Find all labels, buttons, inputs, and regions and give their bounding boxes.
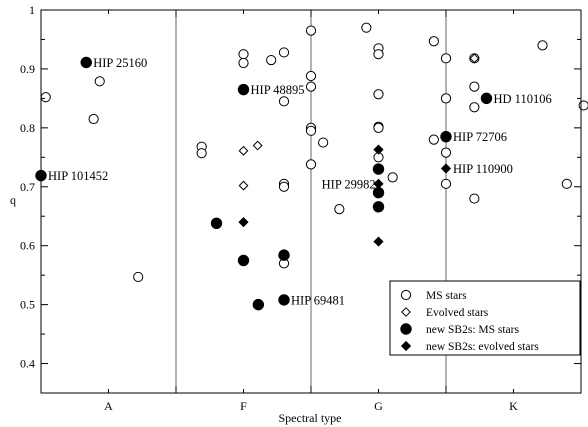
point-s1-21 bbox=[318, 137, 329, 148]
point-label-3-6: HIP 48895 bbox=[251, 83, 305, 97]
point-s1-7 bbox=[238, 49, 249, 60]
point-s3-12 bbox=[440, 130, 452, 143]
y-tick-label-0.8: 0.8 bbox=[20, 121, 35, 135]
point-s1-41 bbox=[469, 102, 480, 113]
point-s1-35 bbox=[428, 134, 439, 145]
y-tick-label-0.9: 0.9 bbox=[20, 62, 35, 76]
point-s1-16 bbox=[305, 70, 317, 82]
y-tick-label-0.4: 0.4 bbox=[20, 357, 35, 371]
point-s3-13 bbox=[480, 92, 493, 105]
point-s1-1 bbox=[40, 92, 51, 103]
x-axis-label: Spectral type bbox=[279, 411, 342, 425]
point-s3-5 bbox=[252, 298, 265, 311]
point-s3-9 bbox=[372, 163, 385, 175]
y-tick-label-0.7: 0.7 bbox=[20, 180, 35, 194]
legend: MS stars Evolved stars new SB2s: MS stars n… bbox=[389, 280, 581, 356]
point-s3-3 bbox=[210, 217, 223, 230]
point-s3-4 bbox=[237, 254, 250, 267]
y-tick-label-0.5: 0.5 bbox=[20, 298, 35, 312]
data-points bbox=[35, 22, 588, 311]
x-tick-label-G: G bbox=[374, 399, 383, 413]
point-s1-23 bbox=[361, 22, 372, 33]
point-s1-10 bbox=[278, 47, 290, 58]
point-s3-11 bbox=[372, 201, 385, 213]
point-s3-2 bbox=[80, 56, 92, 69]
point-s1-8 bbox=[238, 57, 249, 69]
legend-marker-2 bbox=[401, 307, 411, 317]
point-s2-4 bbox=[469, 53, 480, 64]
point-s4-5 bbox=[440, 163, 452, 174]
point-s4-1 bbox=[238, 217, 249, 228]
point-s1-44 bbox=[561, 178, 572, 189]
point-s1-42 bbox=[469, 193, 480, 204]
y-axis-label: q bbox=[10, 193, 16, 207]
point-s1-13 bbox=[278, 181, 290, 192]
legend-marker-1 bbox=[400, 289, 412, 301]
point-s1-25 bbox=[373, 49, 384, 60]
point-s1-20 bbox=[305, 159, 317, 170]
x-tick-label-K: K bbox=[509, 399, 518, 413]
point-label-3-13: HD 110106 bbox=[494, 92, 552, 106]
point-s1-11 bbox=[278, 96, 290, 107]
point-s1-9 bbox=[266, 54, 277, 66]
annotation-1: HIP 29982 bbox=[322, 177, 376, 191]
legend-marker-4 bbox=[400, 340, 412, 352]
point-label-3-12: HIP 72706 bbox=[453, 130, 507, 144]
point-label-3-1: HIP 101452 bbox=[48, 169, 108, 183]
point-s1-31 bbox=[387, 172, 398, 183]
point-s1-32 bbox=[428, 36, 439, 47]
point-label-4-5: HIP 110900 bbox=[453, 162, 513, 176]
point-s1-26 bbox=[373, 89, 384, 100]
legend-box bbox=[389, 280, 581, 356]
x-tick-label-F: F bbox=[240, 399, 247, 413]
series-3 bbox=[35, 56, 493, 311]
point-s1-19 bbox=[305, 125, 317, 136]
point-s2-1 bbox=[238, 145, 249, 156]
point-label-3-2: HIP 25160 bbox=[93, 56, 147, 70]
point-s1-37 bbox=[440, 147, 452, 158]
point-s1-4 bbox=[133, 271, 144, 283]
series-2 bbox=[238, 53, 480, 191]
legend-label-4: new SB2s: evolved stars bbox=[426, 341, 539, 353]
point-s1-2 bbox=[94, 76, 105, 87]
point-s2-3 bbox=[238, 180, 249, 191]
point-s2-2 bbox=[252, 140, 263, 151]
point-s1-6 bbox=[196, 148, 207, 159]
point-s1-34 bbox=[440, 93, 452, 104]
point-s1-15 bbox=[305, 25, 317, 36]
point-s3-7 bbox=[278, 249, 290, 261]
point-s1-43 bbox=[537, 40, 548, 51]
point-s1-45 bbox=[578, 100, 588, 111]
legend-marker-3 bbox=[400, 323, 412, 335]
y-axis-ticks: 0.4 0.5 0.6 0.7 0.8 0.9 1 bbox=[20, 3, 581, 371]
legend-label-1: MS stars bbox=[426, 290, 467, 302]
series-4 bbox=[238, 144, 452, 247]
point-s1-38 bbox=[440, 178, 452, 189]
point-s3-6 bbox=[237, 83, 250, 96]
point-s1-28 bbox=[373, 122, 384, 133]
point-label-3-8: HIP 69481 bbox=[291, 293, 345, 307]
point-s4-2 bbox=[373, 144, 384, 155]
y-tick-label-0.6: 0.6 bbox=[20, 239, 35, 253]
point-s1-33 bbox=[440, 53, 452, 64]
legend-label-3: new SB2s: MS stars bbox=[426, 324, 519, 336]
point-s1-40 bbox=[469, 81, 480, 92]
y-tick-label-1: 1 bbox=[29, 3, 35, 17]
legend-label-2: Evolved stars bbox=[426, 307, 489, 319]
point-s1-22 bbox=[334, 204, 345, 215]
point-s1-17 bbox=[305, 81, 317, 92]
point-s3-8 bbox=[278, 294, 290, 306]
point-s4-3 bbox=[373, 178, 384, 189]
point-annotations: HIP 101452 HIP 25160 HIP 48895 HIP 69481 HIP… bbox=[48, 56, 552, 307]
x-tick-label-A: A bbox=[104, 399, 113, 413]
point-s1-3 bbox=[88, 113, 99, 125]
point-s4-4 bbox=[373, 236, 384, 247]
